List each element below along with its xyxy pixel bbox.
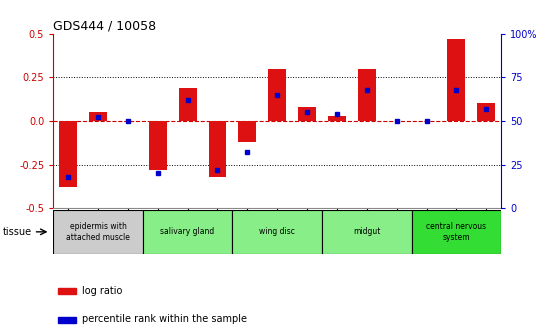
Text: log ratio: log ratio [82,286,123,295]
Text: GDS444 / 10058: GDS444 / 10058 [53,19,156,33]
Bar [239,121,256,142]
Bar [358,69,376,121]
Text: salivary gland: salivary gland [161,227,214,236]
Bar [208,121,226,177]
Text: wing disc: wing disc [259,227,295,236]
FancyBboxPatch shape [53,210,143,254]
Bar [477,103,495,121]
FancyBboxPatch shape [412,210,501,254]
Bar [268,69,286,121]
Bar [149,121,167,170]
Text: percentile rank within the sample: percentile rank within the sample [82,314,248,324]
Text: midgut: midgut [353,227,380,236]
Bar [59,121,77,187]
Bar [447,39,465,121]
Bar [298,107,316,121]
Text: tissue: tissue [3,227,32,237]
Text: epidermis with
attached muscle: epidermis with attached muscle [66,222,130,242]
FancyBboxPatch shape [322,210,412,254]
Text: central nervous
system: central nervous system [426,222,487,242]
Bar [58,317,76,323]
Bar [58,288,76,294]
Bar [328,116,346,121]
Bar [89,112,107,121]
Bar [179,88,197,121]
FancyBboxPatch shape [143,210,232,254]
FancyBboxPatch shape [232,210,322,254]
